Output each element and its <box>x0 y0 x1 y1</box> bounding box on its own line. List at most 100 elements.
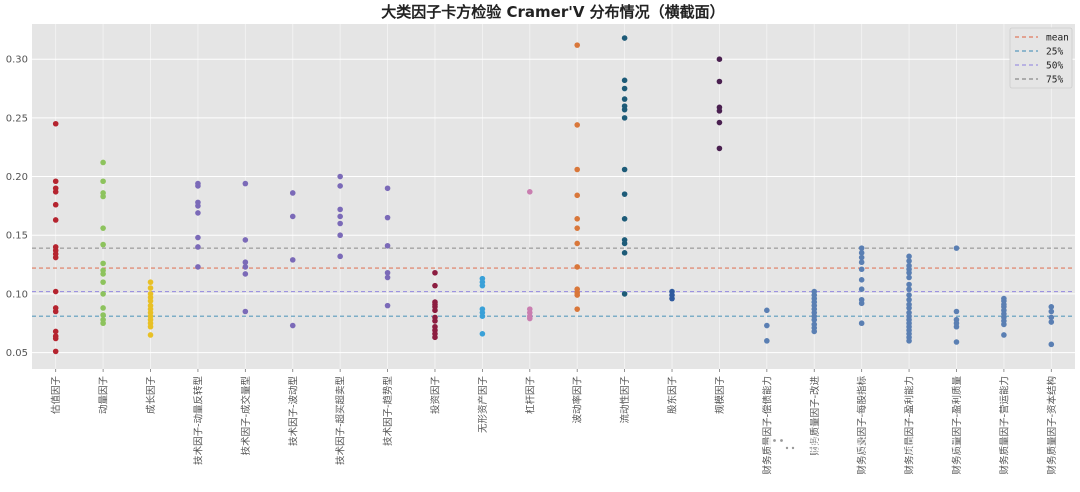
data-point <box>432 307 438 314</box>
data-point <box>906 296 912 303</box>
data-point <box>1048 341 1055 348</box>
x-tick-label: 技术因子-趋势型 <box>382 376 394 446</box>
data-point <box>289 322 296 329</box>
data-point <box>906 253 912 260</box>
data-point <box>858 277 865 283</box>
data-point <box>1001 321 1007 328</box>
data-point <box>858 320 865 327</box>
data-point <box>621 166 628 173</box>
data-point <box>242 237 249 243</box>
y-axis: 0.05 0.10 0.15 0.20 0.25 0.30 <box>6 55 28 359</box>
data-point <box>147 323 154 330</box>
data-point <box>52 335 59 342</box>
data-point <box>953 339 960 345</box>
data-point <box>384 269 391 276</box>
x-tick-label: 股东因子 <box>667 376 679 415</box>
data-point <box>52 254 59 261</box>
data-point <box>100 159 106 166</box>
data-point <box>953 308 960 315</box>
data-point <box>289 213 296 220</box>
data-point <box>479 330 486 337</box>
x-tick-label: 财务质量因子-营运能力 <box>998 376 1010 474</box>
x-tick-label: 成长因子 <box>145 376 157 415</box>
data-point <box>384 214 391 221</box>
legend-label: mean <box>1046 33 1069 44</box>
data-point <box>195 183 201 189</box>
x-tick-label: 财务质量因子-盈利质量 <box>951 376 963 475</box>
data-point <box>100 178 106 185</box>
data-point <box>574 292 581 298</box>
data-point <box>526 315 533 322</box>
y-tick-label: 0.05 <box>6 348 28 359</box>
data-point <box>906 292 912 298</box>
data-point <box>337 173 343 180</box>
data-point <box>147 332 154 338</box>
data-point <box>906 281 912 288</box>
data-point <box>337 232 343 239</box>
x-tick-label: 规模因子 <box>714 376 726 415</box>
data-point <box>574 225 581 231</box>
data-point <box>764 322 770 329</box>
data-point <box>621 85 628 92</box>
y-tick-label: 0.25 <box>6 113 28 124</box>
x-tick-label: 投资因子 <box>429 376 441 415</box>
data-point <box>52 178 59 185</box>
data-point <box>574 240 581 247</box>
data-point <box>621 106 628 113</box>
data-point <box>574 264 581 270</box>
data-point <box>574 306 581 312</box>
data-point <box>432 334 438 341</box>
x-tick-label: 流动性因子 <box>619 376 631 424</box>
data-point <box>337 206 343 213</box>
data-point <box>906 305 912 311</box>
data-point <box>574 215 581 222</box>
data-point <box>195 264 201 270</box>
data-point <box>100 320 106 327</box>
data-point <box>432 269 438 276</box>
y-tick-label: 0.20 <box>6 172 28 183</box>
y-tick-label: 0.10 <box>6 289 28 300</box>
x-tick-label: 波动率因子 <box>572 376 584 424</box>
data-point <box>100 225 106 231</box>
x-tick-label: 估值因子 <box>50 376 62 415</box>
data-point <box>621 96 628 102</box>
data-point <box>100 241 106 248</box>
data-point <box>479 313 486 319</box>
legend-label: 50% <box>1046 61 1063 72</box>
data-point <box>52 308 59 315</box>
data-point <box>621 35 628 41</box>
data-point <box>858 245 865 251</box>
chart-title: 大类因子卡方检验 Cramer'V 分布情况（横截面） <box>381 3 724 21</box>
data-point <box>52 217 59 223</box>
data-point <box>100 271 106 277</box>
data-point <box>1048 314 1055 321</box>
watermark: 量化投资与机器学习 <box>768 433 957 457</box>
data-point <box>1001 332 1007 338</box>
x-tick-label: 杠杆因子 <box>524 376 536 415</box>
data-point <box>100 291 106 297</box>
data-point <box>574 42 581 48</box>
data-point <box>100 193 106 200</box>
x-tick-label: 技术因子-成交量型 <box>240 376 252 456</box>
legend-box <box>1009 27 1073 89</box>
x-tick-label: 财务质量因子-资本结构 <box>1046 376 1058 474</box>
watermark-text: 量化投资与机器学习 <box>804 437 957 457</box>
data-point <box>906 286 912 293</box>
data-point <box>906 274 912 281</box>
data-point <box>716 145 723 152</box>
data-point <box>621 240 628 247</box>
data-point <box>621 191 628 197</box>
data-point <box>195 244 201 250</box>
data-point <box>669 295 675 302</box>
x-tick-label: 财务质量因子-每股指标 <box>856 376 868 475</box>
data-point <box>716 78 723 85</box>
data-point <box>147 285 154 291</box>
data-point <box>432 282 438 289</box>
data-point <box>1048 304 1055 310</box>
data-point <box>574 166 581 173</box>
data-point <box>1048 319 1055 325</box>
data-point <box>479 282 486 289</box>
legend-label: 75% <box>1046 75 1063 86</box>
